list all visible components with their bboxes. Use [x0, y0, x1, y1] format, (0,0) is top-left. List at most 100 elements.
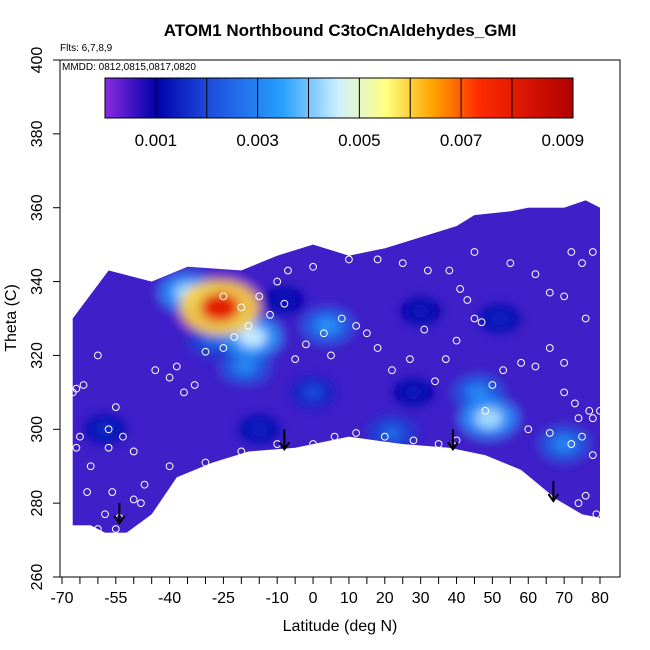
sample-point	[104, 443, 113, 452]
sample-point	[219, 292, 228, 301]
y-tick-label: 360	[29, 194, 46, 221]
sample-point	[319, 329, 328, 338]
sample-point	[219, 344, 228, 352]
colorbar-labels: 0.001 0.003 0.005 0.007 0.009	[135, 131, 585, 150]
sample-point	[309, 440, 317, 448]
field-cell-core	[410, 304, 431, 319]
x-tick-label: -40	[158, 590, 181, 607]
sample-point	[406, 355, 414, 364]
x-axis: -70 -55 -40 -25 -10 0 10 20 30 40 50 60 70 80	[50, 577, 609, 607]
y-axis: 260 280 300 320 340 360 380 400	[29, 47, 60, 591]
sample-point	[545, 288, 554, 297]
sample-point	[531, 362, 540, 371]
dates-note: MMDD: 0812,0815,0817,0820	[62, 62, 196, 73]
sample-point	[280, 299, 289, 308]
sample-point	[506, 259, 515, 268]
y-axis-label: Theta (C)	[3, 284, 20, 352]
sample-point	[481, 406, 490, 415]
x-tick-label: 20	[376, 590, 394, 607]
sample-point	[398, 259, 407, 268]
sample-point	[488, 381, 497, 389]
x-tick-label: 10	[340, 590, 358, 607]
y-tick-label: 300	[29, 416, 46, 443]
field-cell-core	[200, 293, 239, 322]
sample-point	[570, 399, 579, 408]
sample-point	[585, 406, 594, 415]
sample-point	[578, 259, 586, 268]
sample-point	[291, 355, 300, 364]
sample-point	[230, 333, 239, 341]
x-tick-label: 30	[412, 590, 430, 607]
sample-point	[380, 432, 389, 441]
sample-point	[531, 270, 540, 279]
sample-point	[388, 366, 396, 375]
colorbar: 0.001 0.003 0.005 0.007 0.009	[104, 77, 585, 150]
flight-arrow	[447, 429, 459, 452]
x-tick-label: 0	[309, 590, 318, 607]
sample-point	[180, 388, 188, 397]
flight-arrows	[113, 429, 560, 525]
chart-title: ATOM1 Northbound C3toCnAldehydes_GMI	[164, 21, 517, 40]
y-tick-label: 260	[29, 564, 46, 591]
sample-point	[201, 458, 210, 467]
x-tick-label: 70	[555, 590, 573, 607]
sample-point	[352, 321, 361, 330]
sample-point	[201, 347, 210, 356]
sample-point	[76, 432, 84, 441]
sample-point	[578, 432, 586, 441]
sample-point	[470, 314, 479, 323]
colorbar-tick-label: 0.003	[236, 131, 279, 150]
sample-point	[560, 388, 569, 397]
sample-point	[129, 495, 138, 504]
sample-point	[137, 499, 145, 508]
sample-point	[434, 440, 443, 448]
sample-point	[345, 255, 353, 264]
sample-point	[445, 266, 454, 275]
y-tick-label: 280	[29, 490, 46, 517]
sample-point	[72, 443, 81, 452]
field-cell-core	[489, 311, 510, 326]
sample-point	[93, 351, 102, 360]
sample-point	[477, 318, 486, 327]
flight-arrow	[547, 480, 560, 503]
sample-point	[545, 344, 554, 352]
sample-point	[431, 377, 439, 386]
colorbar-gradient	[104, 77, 574, 119]
flight-arrow	[113, 503, 126, 525]
sample-point	[588, 248, 597, 256]
flights-note: Flts: 6,7,8,9	[60, 43, 113, 54]
field-cell-core	[403, 385, 424, 400]
sample-point	[111, 525, 120, 533]
sample-point	[560, 358, 569, 367]
field-cell-core	[552, 435, 577, 453]
y-tick-label: 380	[29, 120, 46, 147]
x-tick-label: -10	[266, 590, 289, 607]
sample-point	[567, 440, 576, 448]
sample-point	[72, 384, 81, 393]
sample-point	[524, 425, 533, 434]
sample-point	[327, 351, 335, 360]
sample-point	[266, 310, 274, 319]
sample-point	[104, 425, 113, 434]
sample-point	[86, 528, 95, 537]
flight-arrow	[278, 429, 291, 452]
x-tick-label: -70	[50, 590, 73, 607]
sample-point	[456, 285, 465, 293]
sample-point	[362, 329, 371, 338]
x-tick-label: 40	[448, 590, 466, 607]
sample-point	[409, 436, 418, 445]
colorbar-dividers	[155, 78, 513, 118]
field-cell-core	[249, 422, 270, 437]
colorbar-tick-label: 0.005	[338, 131, 381, 150]
x-tick-label: -55	[104, 590, 127, 607]
x-tick-label: 60	[519, 590, 537, 607]
sample-point	[86, 462, 95, 471]
sample-point	[596, 406, 604, 415]
sample-point	[592, 510, 601, 519]
colorbar-tick-label: 0.007	[440, 131, 483, 150]
sample-point	[441, 355, 450, 364]
sample-point	[373, 344, 382, 352]
sample-point	[352, 429, 361, 437]
field-cell-core	[232, 357, 257, 376]
